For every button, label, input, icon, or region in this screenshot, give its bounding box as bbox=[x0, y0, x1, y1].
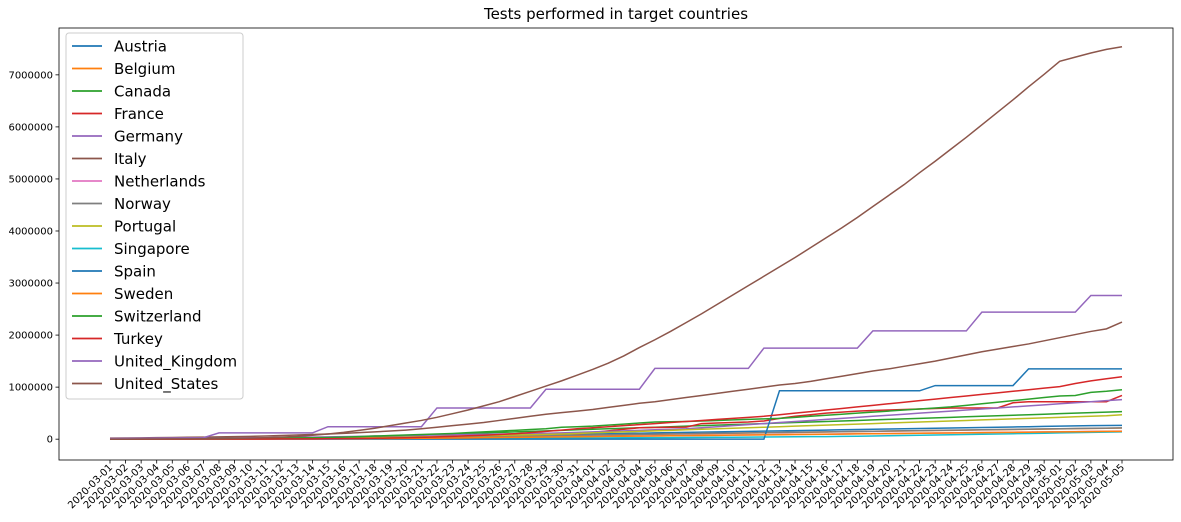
series-line-italy bbox=[109, 321, 1123, 439]
legend-label: Spain bbox=[114, 263, 156, 281]
legend: Austria Belgium Canada France Germany Italy Ne… bbox=[65, 32, 244, 400]
legend-label: United_Kingdom bbox=[114, 353, 237, 372]
legend-box bbox=[65, 32, 244, 400]
legend-label: Norway bbox=[114, 195, 171, 213]
legend-label: Sweden bbox=[114, 285, 173, 303]
y-tick-label: 5000000 bbox=[8, 174, 53, 185]
legend-label: Italy bbox=[114, 150, 147, 168]
legend-label: Singapore bbox=[114, 240, 190, 258]
legend-label: Austria bbox=[114, 38, 167, 56]
legend-label: Germany bbox=[114, 128, 183, 146]
y-tick-label: 4000000 bbox=[8, 226, 53, 237]
plot-frame bbox=[58, 27, 1174, 461]
axes: 0 1000000 2000000 3000000 4000000 5000000 6000… bbox=[8, 27, 1174, 511]
legend-label: Portugal bbox=[114, 218, 176, 236]
legend-label: Switzerland bbox=[114, 308, 202, 326]
legend-label: Netherlands bbox=[114, 173, 206, 191]
legend-label: Turkey bbox=[113, 330, 163, 348]
y-tick-label: 7000000 bbox=[8, 70, 53, 81]
series-line-united-states bbox=[109, 46, 1123, 440]
legend-label: Belgium bbox=[114, 60, 176, 78]
series-layer bbox=[109, 46, 1123, 440]
chart-title: Tests performed in target countries bbox=[483, 5, 748, 23]
series-line-united-kingdom bbox=[109, 294, 1122, 440]
y-tick-label: 6000000 bbox=[8, 122, 53, 133]
legend-label: France bbox=[114, 105, 164, 123]
y-tick-label: 3000000 bbox=[8, 279, 53, 290]
y-tick-label: 1000000 bbox=[8, 383, 53, 394]
series-line-turkey bbox=[109, 375, 1123, 440]
y-tick-label: 0 bbox=[47, 435, 53, 446]
series-line-switzerland bbox=[109, 388, 1123, 440]
y-tick-label: 2000000 bbox=[8, 331, 53, 342]
legend-label: Canada bbox=[114, 83, 171, 101]
legend-label: United_States bbox=[114, 375, 218, 394]
